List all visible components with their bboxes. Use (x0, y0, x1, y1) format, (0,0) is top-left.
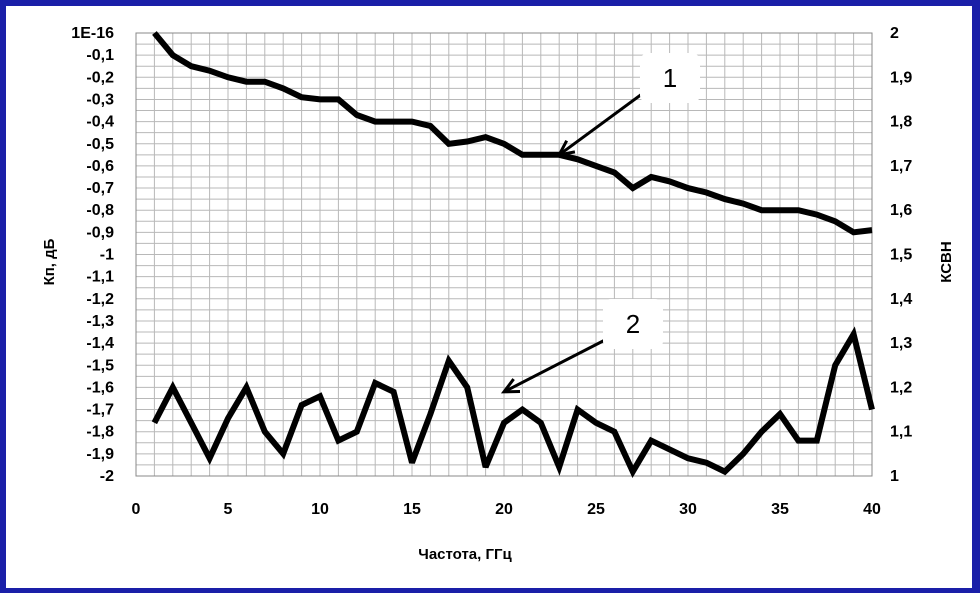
x-tick-label: 0 (132, 501, 141, 518)
y-axis-right-label: КСВН (938, 241, 955, 282)
y-left-tick-label: -1,9 (86, 446, 114, 463)
y-right-tick-label: 1,1 (890, 424, 912, 441)
grid-lines (135, 32, 873, 477)
plot-border (135, 32, 873, 477)
dual-axis-line-chart: 12 0 5 10 15 20 25 30 35 401E-16-0,1-0,2-0,3-0,4… (41, 25, 955, 563)
x-axis-label: Частота, ГГц (418, 546, 512, 563)
annotation-arrowhead-2 (500, 378, 521, 394)
y-right-tick-label: 1,6 (890, 202, 912, 219)
y-axis-left-label: Кп, дБ (41, 238, 58, 285)
annotation-label-1: 1 (663, 63, 677, 93)
y-left-tick-label: -0,2 (86, 69, 114, 86)
y-right-tick-label: 1 (890, 468, 899, 485)
y-left-tick-label: 1E-16 (71, 25, 114, 42)
series-line-1 (152, 31, 873, 236)
y-right-tick-label: 1,4 (890, 291, 912, 308)
y-left-tick-label: -1,8 (86, 424, 114, 441)
series-line-2 (151, 326, 875, 479)
x-tick-label: 40 (863, 501, 881, 518)
y-left-tick-label: -0,4 (86, 114, 114, 131)
y-left-tick-label: -0,3 (86, 91, 114, 108)
annotation-box-1 (640, 53, 700, 103)
x-tick-label: 35 (771, 501, 789, 518)
annotation-label-2: 2 (626, 309, 640, 339)
y-left-tick-label: -0,1 (86, 47, 114, 64)
series-lines (151, 31, 875, 479)
y-right-tick-label: 1,9 (890, 69, 912, 86)
annotation-box-2 (603, 299, 663, 349)
y-right-tick-label: 1,3 (890, 335, 912, 352)
annotation-arrowhead-1 (556, 139, 576, 157)
y-left-tick-label: -1,6 (86, 379, 114, 396)
y-left-tick-label: -1,7 (86, 402, 114, 419)
y-left-tick-label: -1,3 (86, 313, 114, 330)
y-right-tick-label: 2 (890, 25, 899, 42)
annotations: 12 (500, 53, 700, 394)
y-right-tick-label: 1,5 (890, 247, 912, 264)
y-right-tick-label: 1,7 (890, 158, 912, 175)
y-left-tick-label: -0,5 (86, 136, 114, 153)
tick-labels: 0 5 10 15 20 25 30 35 40 1E-16 -0,1 -0,2 -0,3 -0,4 -0,… (71, 25, 912, 518)
x-tick-label: 10 (311, 501, 329, 518)
y-right-tick-label: 1,2 (890, 379, 912, 396)
y-right-tick-label: 1,8 (890, 114, 912, 131)
y-left-tick-label: -0,9 (86, 224, 114, 241)
annotation-arrow-1 (558, 92, 643, 157)
y-left-tick-label: -1,5 (86, 357, 114, 374)
x-tick-label: 30 (679, 501, 697, 518)
y-left-tick-label: -1,1 (86, 269, 114, 286)
annotation-arrow-2 (503, 338, 606, 394)
x-tick-label: 5 (224, 501, 233, 518)
y-left-tick-label: -0,6 (86, 158, 114, 175)
x-tick-label: 25 (587, 501, 605, 518)
x-tick-label: 15 (403, 501, 421, 518)
y-left-tick-label: -1,2 (86, 291, 114, 308)
y-left-tick-label: -2 (100, 468, 114, 485)
y-left-tick-label: -0,7 (86, 180, 114, 197)
y-left-tick-label: -1,4 (86, 335, 114, 352)
x-tick-label: 20 (495, 501, 513, 518)
y-left-tick-label: -1 (100, 247, 114, 264)
y-left-tick-label: -0,8 (86, 202, 114, 219)
